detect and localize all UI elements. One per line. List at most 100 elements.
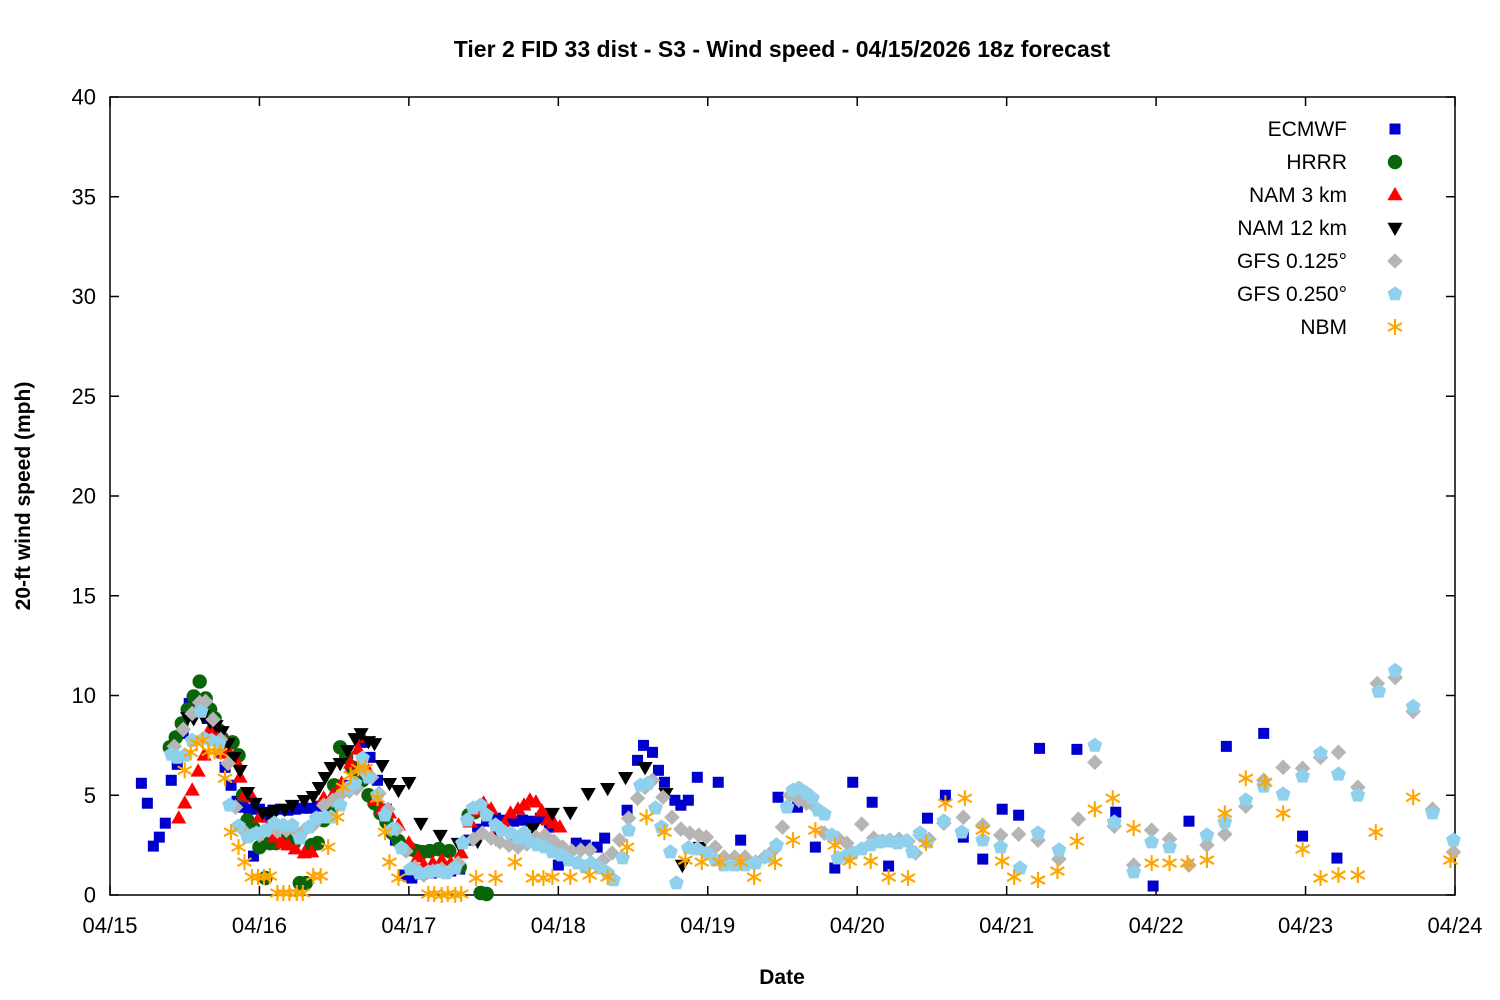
data-point-gfs-0-250 [936, 813, 952, 828]
data-point-ecmwf [1013, 809, 1025, 821]
data-point-ecmwf [829, 862, 841, 874]
data-point-nam-3-km [552, 819, 568, 833]
data-point-ecmwf [652, 764, 664, 776]
data-point-gfs-0-125 [707, 839, 724, 855]
data-point-ecmwf [1147, 880, 1159, 892]
data-point-gfs-0-125 [1330, 744, 1347, 761]
data-point-nbm [453, 886, 469, 903]
data-point-gfs-0-250 [1405, 698, 1421, 713]
data-point-gfs-0-125 [197, 693, 214, 710]
data-point-nam-12-km [432, 829, 448, 844]
data-point-ecmwf [691, 771, 703, 783]
data-point-gfs-0-125 [1010, 826, 1027, 842]
data-point-nbm [1238, 770, 1254, 787]
data-point-gfs-0-250 [385, 821, 400, 836]
data-point-nbm [507, 854, 523, 871]
data-point-ecmwf [977, 853, 989, 865]
data-point-gfs-0-250 [975, 832, 991, 847]
data-point-gfs-0-125 [1143, 822, 1160, 838]
data-point-nam-12-km [366, 738, 383, 752]
data-point-nam-12-km [637, 762, 653, 776]
data-point-nbm [295, 885, 311, 902]
data-point-nbm [1126, 820, 1142, 837]
data-point-nam-12-km [353, 728, 369, 742]
data-point-nbm [1312, 870, 1329, 887]
data-point-gfs-0-250 [459, 812, 475, 827]
data-point-ecmwf [159, 817, 171, 829]
data-point-nbm [1199, 852, 1215, 869]
axis-ticks [109, 96, 1456, 896]
data-point-ecmwf [847, 776, 859, 788]
data-point-gfs-0-250 [899, 833, 914, 848]
data-point-nbm [1275, 805, 1291, 822]
data-point-nbm [1030, 872, 1046, 889]
data-point-nam-12-km [617, 771, 634, 786]
data-point-nbm [842, 853, 858, 870]
data-point-gfs-0-250 [1331, 766, 1346, 781]
data-point-nam-12-km [296, 794, 312, 809]
data-point-ecmwf [772, 791, 784, 803]
legend: ECMWF HRRR NAM 3 km NAM 12 km GFS 0.125° GFS … [1237, 118, 1403, 339]
data-point-ecmwf [682, 794, 694, 806]
data-point-nbm [1405, 789, 1421, 806]
legend-marker-gfs-0-250 [1387, 286, 1403, 301]
data-point-nbm [1442, 852, 1459, 869]
data-point-nbm [236, 854, 253, 871]
x-tick-label: 04/19 [680, 913, 735, 938]
data-point-nbm [544, 869, 560, 886]
legend-marker-nam-3-km [1387, 187, 1403, 201]
data-point-nbm [881, 869, 897, 886]
x-tick-label: 04/22 [1129, 913, 1184, 938]
data-point-gfs-0-250 [222, 797, 237, 812]
data-point-gfs-0-125 [1070, 811, 1087, 827]
legend-marker-hrrr [1387, 154, 1403, 170]
data-point-nam-12-km [323, 762, 339, 776]
data-point-gfs-0-250 [479, 807, 494, 822]
data-point-gfs-0-250 [1030, 825, 1046, 840]
data-point-nam-12-km [525, 822, 541, 837]
data-point-ecmwf [996, 803, 1008, 815]
data-point-nbm [275, 885, 291, 902]
data-point-nam-3-km [410, 849, 426, 863]
data-point-ecmwf [364, 751, 376, 763]
data-point-gfs-0-125 [774, 819, 791, 835]
data-point-nbm [1257, 774, 1273, 791]
x-tick-label: 04/16 [232, 913, 287, 938]
data-point-gfs-0-125 [563, 843, 580, 859]
data-point-ecmwf [599, 832, 611, 844]
data-point-gfs-0-250 [1295, 768, 1310, 783]
legend-marker-gfs-0-125 [1387, 253, 1403, 269]
data-point-nam-3-km [177, 795, 193, 809]
data-point-hrrr [192, 674, 207, 689]
data-point-gfs-0-250 [473, 797, 488, 812]
data-point-nbm [1179, 855, 1196, 872]
data-point-nam-12-km [381, 777, 398, 792]
y-tick-label: 40 [72, 85, 96, 110]
data-point-nam-12-km [413, 817, 429, 832]
data-point-gfs-0-250 [805, 790, 820, 805]
data-point-nam-3-km [190, 763, 206, 777]
data-point-nam-3-km [184, 782, 200, 796]
data-point-ecmwf [289, 803, 301, 815]
x-tick-label: 04/20 [830, 913, 885, 938]
data-point-ecmwf [809, 841, 821, 853]
data-point-nam-12-km [340, 745, 356, 759]
x-tick-label: 04/23 [1278, 913, 1333, 938]
data-point-ecmwf [259, 811, 271, 823]
legend-label-nbm: NBM [1300, 316, 1347, 339]
x-axis-label: Date [759, 966, 805, 989]
x-tick-label: 04/15 [82, 913, 137, 938]
data-point-ecmwf [658, 776, 670, 788]
data-point-nbm [638, 809, 655, 826]
data-point-gfs-0-250 [1275, 786, 1291, 801]
data-point-gfs-0-125 [698, 829, 715, 845]
data-point-gfs-0-250 [1371, 683, 1387, 698]
data-point-nbm [1162, 855, 1178, 872]
data-point-ecmwf [297, 802, 309, 814]
data-point-gfs-0-125 [555, 839, 571, 855]
data-point-nam-3-km [251, 809, 268, 823]
legend-label-hrrr: HRRR [1286, 151, 1347, 174]
legend-label-gfs-0-250: GFS 0.250° [1237, 283, 1347, 306]
data-point-ecmwf [1297, 830, 1309, 842]
data-point-nbm [619, 839, 635, 856]
